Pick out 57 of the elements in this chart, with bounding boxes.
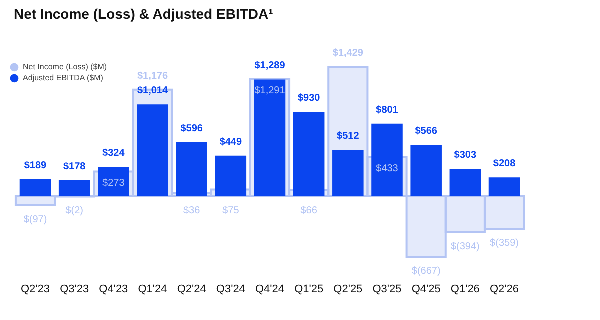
data-label: $596 bbox=[180, 124, 204, 135]
bar bbox=[332, 150, 364, 197]
data-label: $930 bbox=[298, 93, 321, 104]
data-label: $1,014 bbox=[137, 86, 168, 97]
data-label: $(97) bbox=[24, 214, 48, 226]
data-label: $1,176 bbox=[137, 70, 168, 82]
x-tick-label: Q1'25 bbox=[294, 284, 324, 296]
bar bbox=[215, 156, 247, 197]
x-tick-label: Q3'24 bbox=[216, 284, 246, 296]
data-label: $208 bbox=[493, 158, 516, 170]
data-label: $(667) bbox=[412, 266, 441, 277]
data-label: $1,429 bbox=[332, 48, 364, 59]
x-tick-label: Q2'26 bbox=[490, 284, 520, 296]
x-tick-label: Q3'23 bbox=[60, 284, 90, 296]
bar bbox=[137, 104, 168, 197]
data-label: $75 bbox=[222, 206, 240, 217]
x-tick-label: Q2'24 bbox=[177, 284, 206, 296]
x-tick-label: Q3'25 bbox=[372, 284, 402, 296]
x-tick-label: Q2'23 bbox=[20, 284, 50, 296]
data-label: $1,291 bbox=[254, 86, 286, 97]
data-label: $566 bbox=[415, 126, 438, 138]
bar bbox=[450, 169, 482, 197]
x-tick-label: Q1'24 bbox=[138, 284, 168, 296]
data-label: $66 bbox=[300, 206, 318, 217]
bar bbox=[58, 180, 90, 197]
bar bbox=[14, 196, 56, 206]
data-label: $(359) bbox=[490, 238, 519, 250]
data-label: $801 bbox=[376, 104, 399, 116]
bar bbox=[176, 142, 208, 197]
bar bbox=[410, 145, 442, 197]
data-label: $512 bbox=[337, 131, 360, 142]
chart-title: Net Income (Loss) & Adjusted EBITDA¹ bbox=[14, 6, 274, 22]
x-tick-label: Q4'24 bbox=[255, 284, 285, 296]
bar bbox=[20, 179, 52, 197]
legend-label: Adjusted EBITDA ($M) bbox=[23, 74, 104, 82]
x-tick-label: Q4'25 bbox=[412, 284, 441, 296]
data-label: $433 bbox=[376, 163, 399, 174]
x-tick-label: Q4'23 bbox=[99, 284, 128, 296]
data-label: $189 bbox=[24, 160, 48, 172]
data-label: $178 bbox=[63, 161, 86, 172]
bar bbox=[98, 167, 130, 197]
data-label: $449 bbox=[220, 136, 242, 148]
data-label: $303 bbox=[454, 150, 477, 162]
x-tick-label: Q1'26 bbox=[450, 284, 480, 296]
x-tick-label: Q2'25 bbox=[334, 284, 363, 296]
data-label: $324 bbox=[102, 148, 126, 160]
bar bbox=[444, 196, 486, 234]
bar bbox=[293, 112, 325, 197]
data-label: $36 bbox=[183, 206, 201, 217]
data-label: $1,289 bbox=[254, 60, 286, 72]
data-label: $273 bbox=[102, 178, 126, 189]
legend-label: Net Income (Loss) ($M) bbox=[23, 62, 108, 72]
bar bbox=[488, 178, 520, 197]
bar bbox=[406, 196, 447, 258]
bar bbox=[372, 124, 403, 197]
data-label: $(394) bbox=[450, 241, 480, 252]
data-label: $(2) bbox=[66, 206, 84, 217]
